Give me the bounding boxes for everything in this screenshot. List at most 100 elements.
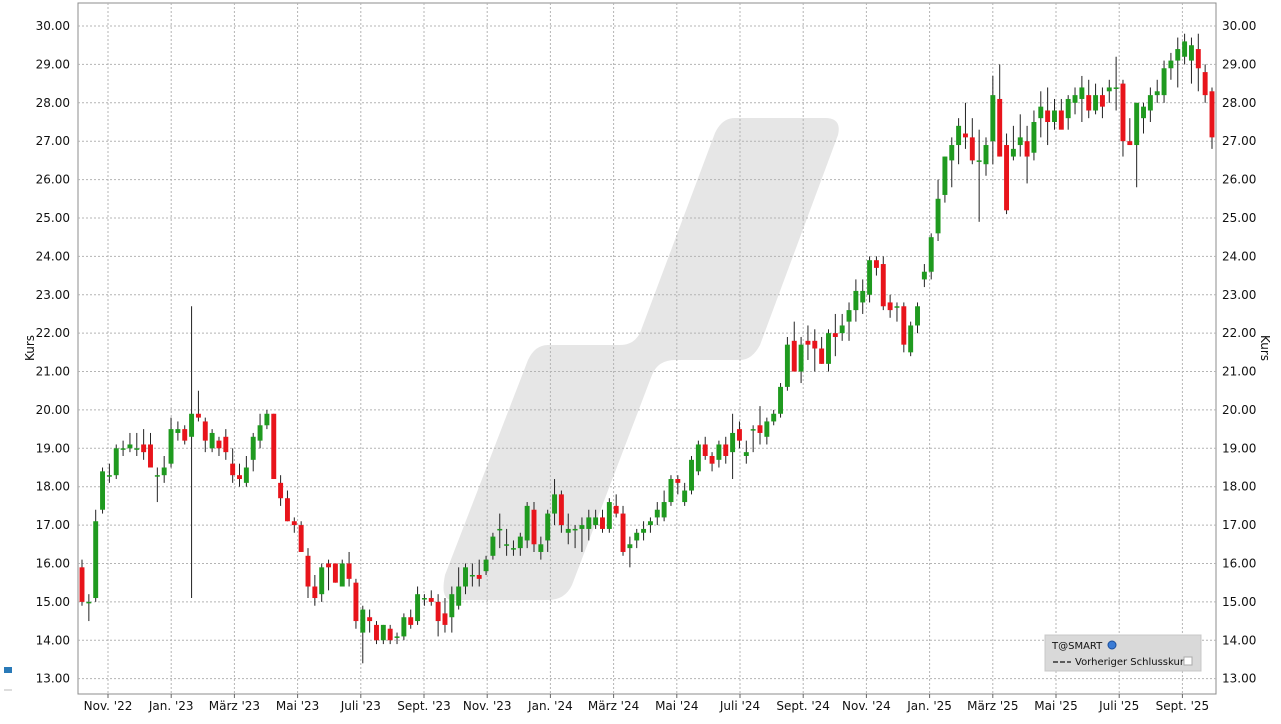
candle-body xyxy=(332,563,338,583)
legend-title: T@SMART xyxy=(1051,641,1103,652)
candle-body xyxy=(524,505,530,541)
candle-body xyxy=(531,509,537,545)
candle xyxy=(291,517,297,533)
candle xyxy=(784,336,790,391)
candle xyxy=(264,409,270,430)
candle xyxy=(243,455,249,487)
candle xyxy=(935,179,941,242)
candle-body xyxy=(976,160,982,162)
candle-body xyxy=(695,444,701,472)
candle xyxy=(791,321,797,372)
candle xyxy=(743,440,749,464)
legend: T@SMART Vorheriger Schlusskurs xyxy=(1044,634,1202,672)
candle-body xyxy=(216,440,222,449)
y-tick-label-right: 21.00 xyxy=(1222,365,1256,379)
candle-body xyxy=(928,237,934,272)
candle-body xyxy=(627,544,633,549)
candle xyxy=(1045,87,1051,146)
candle xyxy=(832,313,838,357)
candle xyxy=(976,129,982,222)
candle-body xyxy=(942,156,948,195)
candle-body xyxy=(517,536,523,549)
candle-body xyxy=(730,432,736,453)
candle xyxy=(1052,98,1057,130)
candle-body xyxy=(1134,102,1140,146)
candle xyxy=(675,475,681,495)
candle-body xyxy=(223,436,229,453)
candle-body xyxy=(545,513,551,541)
candle-body xyxy=(415,594,421,622)
x-tick-label: März '25 xyxy=(967,699,1018,713)
candle xyxy=(894,302,900,322)
candle xyxy=(1195,33,1201,92)
candle-body xyxy=(1031,122,1037,153)
y-tick-label-right: 28.00 xyxy=(1222,96,1256,110)
legend-checkbox[interactable] xyxy=(1183,656,1193,666)
candle xyxy=(476,559,482,587)
candle xyxy=(353,578,359,629)
candle xyxy=(189,306,195,599)
candle-body xyxy=(668,479,674,503)
candle xyxy=(723,436,729,464)
candle-body xyxy=(463,567,468,587)
candle xyxy=(798,336,804,384)
plot-border xyxy=(77,2,1217,695)
candle-body xyxy=(634,532,640,541)
candle-body xyxy=(586,517,592,529)
candle-body xyxy=(250,436,256,460)
candle xyxy=(463,563,468,595)
candle xyxy=(250,432,256,472)
candle-body xyxy=(182,429,188,441)
candle-body xyxy=(469,574,475,577)
candle-body xyxy=(846,310,852,322)
candle-body xyxy=(1127,141,1133,146)
candle xyxy=(1127,118,1133,146)
candle-body xyxy=(1195,49,1201,69)
candle-body xyxy=(168,429,174,464)
candle-body xyxy=(1209,91,1215,138)
candle xyxy=(641,521,647,541)
candle xyxy=(997,64,1003,157)
candle xyxy=(764,417,770,445)
candle xyxy=(928,233,934,280)
x-tick-label: Jan. '24 xyxy=(527,699,573,713)
candle-body xyxy=(367,617,373,622)
candle-body xyxy=(93,521,99,599)
candle xyxy=(695,440,701,476)
candle xyxy=(901,302,907,353)
x-tick-label: Sept. '24 xyxy=(776,699,830,713)
y-tick-label-right: 22.00 xyxy=(1222,326,1256,340)
settings-icon-glyph[interactable] xyxy=(4,667,12,673)
x-tick-label: März '24 xyxy=(588,699,639,713)
candle-body xyxy=(654,509,660,518)
candle xyxy=(428,590,434,606)
candle xyxy=(750,425,756,453)
candle-body xyxy=(819,348,825,364)
candle xyxy=(195,390,201,422)
axes: 13.00 13.00 14.00 14.00 15.00 15.00 16.00 16.00… xyxy=(23,19,1272,713)
candle-body xyxy=(716,444,722,460)
y-tick-label-left: 16.00 xyxy=(36,556,70,570)
candle-body xyxy=(873,260,879,268)
candle xyxy=(120,440,126,456)
candle-body xyxy=(880,264,886,307)
candle-body xyxy=(326,563,332,568)
candle-body xyxy=(600,517,605,529)
candle-body xyxy=(606,502,612,529)
settings-icon[interactable] xyxy=(4,667,12,691)
y-tick-label-left: 20.00 xyxy=(36,403,70,417)
y-tick-label-right: 27.00 xyxy=(1222,134,1256,148)
candle xyxy=(558,490,564,533)
candle-body xyxy=(284,498,290,522)
candle-body xyxy=(962,133,968,138)
x-tick-label: Sept. '25 xyxy=(1156,699,1210,713)
candle xyxy=(284,490,290,522)
y-tick-label-right: 20.00 xyxy=(1222,403,1256,417)
candle xyxy=(853,279,859,322)
candle-body xyxy=(271,413,277,480)
candle-body xyxy=(784,344,790,387)
candle xyxy=(408,609,414,629)
y-tick-label-right: 24.00 xyxy=(1222,249,1256,263)
candle-body xyxy=(921,271,927,280)
candle xyxy=(1086,79,1092,119)
